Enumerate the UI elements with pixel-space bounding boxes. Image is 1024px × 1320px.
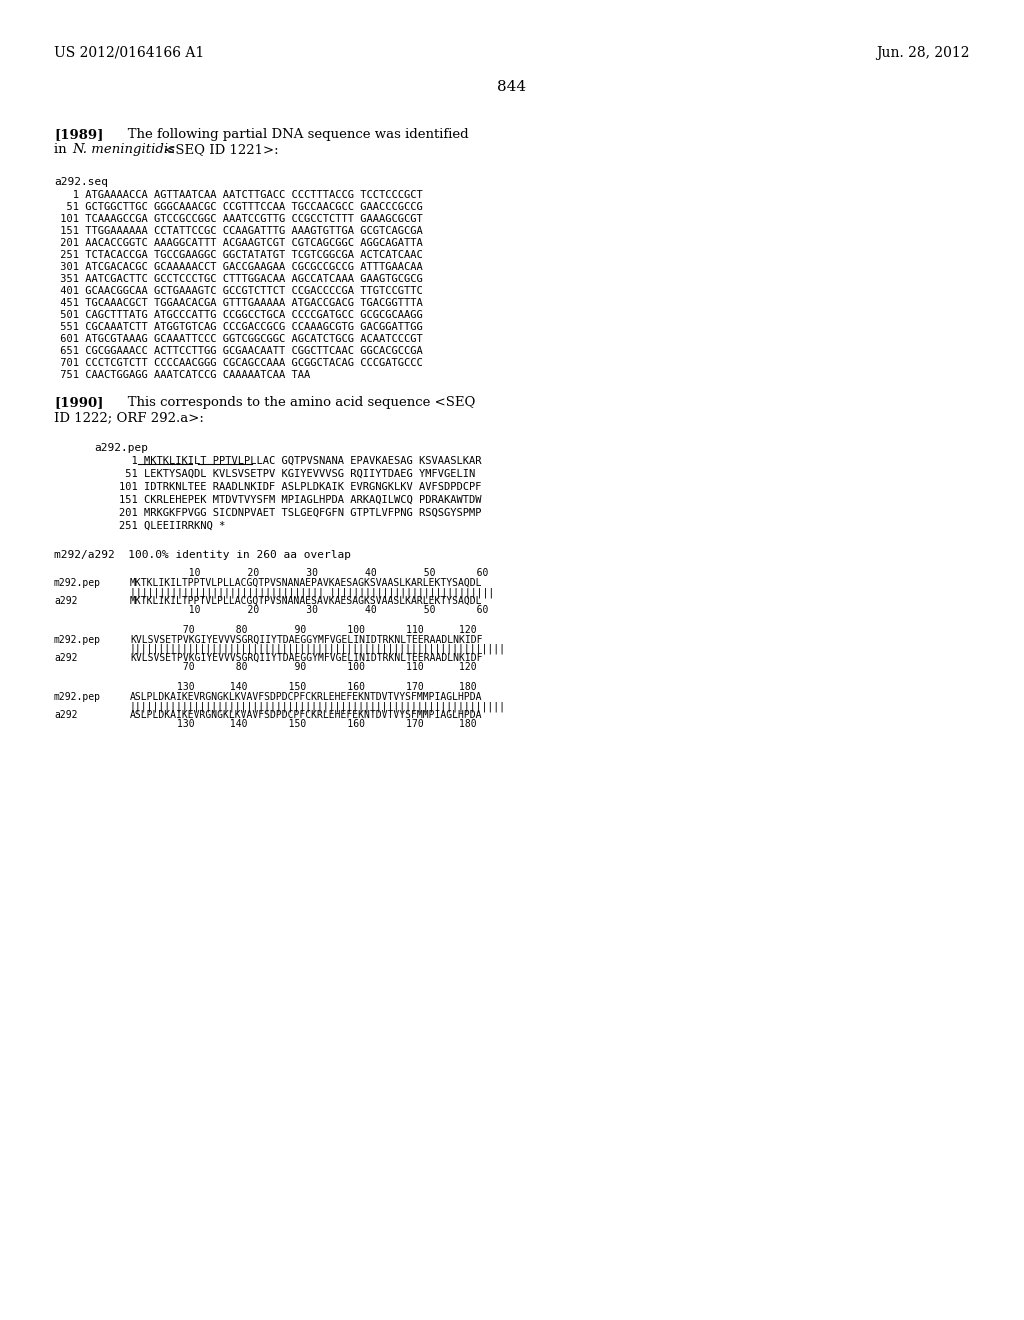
Text: 1 MKTKLIKILT PPTVLPLLAC GQTPVSNANA EPAVKAESAG KSVAASLKAR: 1 MKTKLIKILT PPTVLPLLAC GQTPVSNANA EPAVK… bbox=[94, 455, 481, 466]
Text: 70       80        90       100       110      120: 70 80 90 100 110 120 bbox=[130, 624, 476, 635]
Text: 251 QLEEIIRRKNQ *: 251 QLEEIIRRKNQ * bbox=[94, 521, 225, 531]
Text: 501 CAGCTTTATG ATGCCCATTG CCGGCCTGCA CCCCGATGCC GCGCGCAAGG: 501 CAGCTTTATG ATGCCCATTG CCGGCCTGCA CCC… bbox=[54, 310, 423, 319]
Text: The following partial DNA sequence was identified: The following partial DNA sequence was i… bbox=[115, 128, 469, 141]
Text: US 2012/0164166 A1: US 2012/0164166 A1 bbox=[54, 46, 204, 59]
Text: 101 TCAAAGCCGA GTCCGCCGGC AAATCCGTTG CCGCCTCTTT GAAAGCGCGT: 101 TCAAAGCCGA GTCCGCCGGC AAATCCGTTG CCG… bbox=[54, 214, 423, 224]
Text: 651 CGCGGAAACC ACTTCCTTGG GCGAACAATT CGGCTTCAAC GGCACGCCGA: 651 CGCGGAAACC ACTTCCTTGG GCGAACAATT CGG… bbox=[54, 346, 423, 356]
Text: m292.pep: m292.pep bbox=[54, 635, 101, 645]
Text: 701 CCCTCGTCTT CCCCAACGGG CGCAGCCAAA GCGGCTACAG CCCGATGCCC: 701 CCCTCGTCTT CCCCAACGGG CGCAGCCAAA GCG… bbox=[54, 358, 423, 368]
Text: 351 AATCGACTTC GCCTCCCTGC CTTTGGACAA AGCCATCAAA GAAGTGCGCG: 351 AATCGACTTC GCCTCCCTGC CTTTGGACAA AGC… bbox=[54, 275, 423, 284]
Text: a292: a292 bbox=[54, 710, 78, 719]
Text: 301 ATCGACACGC GCAAAAACCT GACCGAAGAA CGCGCCGCCG ATTTGAACAA: 301 ATCGACACGC GCAAAAACCT GACCGAAGAA CGC… bbox=[54, 261, 423, 272]
Text: a292: a292 bbox=[54, 597, 78, 606]
Text: Jun. 28, 2012: Jun. 28, 2012 bbox=[877, 46, 970, 59]
Text: 70       80        90       100       110      120: 70 80 90 100 110 120 bbox=[130, 663, 476, 672]
Text: a292.pep: a292.pep bbox=[94, 444, 148, 453]
Text: 51 LEKTYSAQDL KVLSVSETPV KGIYEVVVSG RQIIYTDAEG YMFVGELIN: 51 LEKTYSAQDL KVLSVSETPV KGIYEVVVSG RQII… bbox=[94, 469, 475, 479]
Text: ASLPLDKAIKEVRGNGKLKVAVFSDPDCPFCKRLEHEFEKNTDVTVYSFMMPIAGLHPDA: ASLPLDKAIKEVRGNGKLKVAVFSDPDCPFCKRLEHEFEK… bbox=[130, 692, 482, 702]
Text: 751 CAACTGGAGG AAATCATCCG CAAAAATCAA TAA: 751 CAACTGGAGG AAATCATCCG CAAAAATCAA TAA bbox=[54, 370, 310, 380]
Text: [1989]: [1989] bbox=[54, 128, 103, 141]
Text: N. meningitidis: N. meningitidis bbox=[72, 143, 175, 156]
Text: m292.pep: m292.pep bbox=[54, 692, 101, 702]
Text: 151 TTGGAAAAAA CCTATTCCGC CCAAGATTTG AAAGTGTTGA GCGTCAGCGA: 151 TTGGAAAAAA CCTATTCCGC CCAAGATTTG AAA… bbox=[54, 226, 423, 236]
Text: <SEQ ID 1221>:: <SEQ ID 1221>: bbox=[160, 143, 279, 156]
Text: 201 AACACCGGTC AAAGGCATTT ACGAAGTCGT CGTCAGCGGC AGGCAGATTA: 201 AACACCGGTC AAAGGCATTT ACGAAGTCGT CGT… bbox=[54, 238, 423, 248]
Text: 1 ATGAAAACCA AGTTAATCAA AATCTTGACC CCCTTTACCG TCCTCCCGCT: 1 ATGAAAACCA AGTTAATCAA AATCTTGACC CCCTT… bbox=[54, 190, 423, 201]
Text: 10        20        30        40        50       60: 10 20 30 40 50 60 bbox=[130, 605, 488, 615]
Text: KVLSVSETPVKGIYEVVVSGRQIIYTDAEGGYMFVGELINIDTRKNLTEERAADLNKIDF: KVLSVSETPVKGIYEVVVSGRQIIYTDAEGGYMFVGELIN… bbox=[130, 635, 482, 645]
Text: ID 1222; ORF 292.a>:: ID 1222; ORF 292.a>: bbox=[54, 411, 204, 424]
Text: ASLPLDKAIKEVRGNGKLKVAVFSDPDCPFCKRLEHEFEKNTDVTVYSFMMPIAGLHPDA: ASLPLDKAIKEVRGNGKLKVAVFSDPDCPFCKRLEHEFEK… bbox=[130, 710, 482, 719]
Text: 551 CGCAAATCTT ATGGTGTCAG CCCGACCGCG CCAAAGCGTG GACGGATTGG: 551 CGCAAATCTT ATGGTGTCAG CCCGACCGCG CCA… bbox=[54, 322, 423, 333]
Text: 51 GCTGGCTTGC GGGCAAACGC CCGTTTCCAA TGCCAACGCC GAACCCGCCG: 51 GCTGGCTTGC GGGCAAACGC CCGTTTCCAA TGCC… bbox=[54, 202, 423, 213]
Text: a292: a292 bbox=[54, 653, 78, 663]
Text: MKTKLIKILTPPTVLPLLACGQTPVSNANAEPAVKAESAGKSVAASLKARLEKTYSAQDL: MKTKLIKILTPPTVLPLLACGQTPVSNANAEPAVKAESAG… bbox=[130, 578, 482, 587]
Text: 401 GCAACGGCAA GCTGAAAGTC GCCGTCTTCT CCGACCCCGA TTGTCCGTTC: 401 GCAACGGCAA GCTGAAAGTC GCCGTCTTCT CCG… bbox=[54, 286, 423, 296]
Text: MKTKLIKILTPPTVLPLLACGQTPVSNANAESAVKAESAGKSVAASLKARLEKTYSAQDL: MKTKLIKILTPPTVLPLLACGQTPVSNANAESAVKAESAG… bbox=[130, 597, 482, 606]
Text: 844: 844 bbox=[498, 81, 526, 94]
Text: 101 IDTRKNLTEE RAADLNKIDF ASLPLDKAIK EVRGNGKLKV AVFSDPDCPF: 101 IDTRKNLTEE RAADLNKIDF ASLPLDKAIK EVR… bbox=[94, 482, 481, 492]
Text: a292.seq: a292.seq bbox=[54, 177, 108, 187]
Text: ||||||||||||||||||||||||||||||||||||||||||||||||||||||||||||||||: ||||||||||||||||||||||||||||||||||||||||… bbox=[130, 644, 506, 655]
Text: ||||||||||||||||||||||||||||||||||||||||||||||||||||||||||||||||: ||||||||||||||||||||||||||||||||||||||||… bbox=[130, 701, 506, 711]
Text: m292/a292  100.0% identity in 260 aa overlap: m292/a292 100.0% identity in 260 aa over… bbox=[54, 550, 351, 560]
Text: m292.pep: m292.pep bbox=[54, 578, 101, 587]
Text: [1990]: [1990] bbox=[54, 396, 103, 409]
Text: This corresponds to the amino acid sequence <SEQ: This corresponds to the amino acid seque… bbox=[115, 396, 475, 409]
Text: in: in bbox=[54, 143, 71, 156]
Text: ||||||||||||||||||||||||||||||||| ||||||||||||||||||||||||||||: ||||||||||||||||||||||||||||||||| ||||||… bbox=[130, 587, 495, 598]
Text: 601 ATGCGTAAAG GCAAATTCCC GGTCGGCGGC AGCATCTGCG ACAATCCCGT: 601 ATGCGTAAAG GCAAATTCCC GGTCGGCGGC AGC… bbox=[54, 334, 423, 345]
Text: 130      140       150       160       170      180: 130 140 150 160 170 180 bbox=[130, 682, 476, 692]
Text: 10        20        30        40        50       60: 10 20 30 40 50 60 bbox=[130, 568, 488, 578]
Text: KVLSVSETPVKGIYEVVVSGRQIIYTDAEGGYMFVGELINIDTRKNLTEERAADLNKIDF: KVLSVSETPVKGIYEVVVSGRQIIYTDAEGGYMFVGELIN… bbox=[130, 653, 482, 663]
Text: 130      140       150       160       170      180: 130 140 150 160 170 180 bbox=[130, 719, 476, 729]
Text: 201 MRKGKFPVGG SICDNPVAET TSLGEQFGFN GTPTLVFPNG RSQSGYSPMP: 201 MRKGKFPVGG SICDNPVAET TSLGEQFGFN GTP… bbox=[94, 508, 481, 517]
Text: 251 TCTACACCGA TGCCGAAGGC GGCTATATGT TCGTCGGCGA ACTCATCAAC: 251 TCTACACCGA TGCCGAAGGC GGCTATATGT TCG… bbox=[54, 249, 423, 260]
Text: 151 CKRLEHEPEK MTDVTVYSFM MPIAGLHPDA ARKAQILWCQ PDRAKAWTDW: 151 CKRLEHEPEK MTDVTVYSFM MPIAGLHPDA ARK… bbox=[94, 495, 481, 506]
Text: 451 TGCAAACGCT TGGAACACGA GTTTGAAAAA ATGACCGACG TGACGGTTTA: 451 TGCAAACGCT TGGAACACGA GTTTGAAAAA ATG… bbox=[54, 298, 423, 308]
